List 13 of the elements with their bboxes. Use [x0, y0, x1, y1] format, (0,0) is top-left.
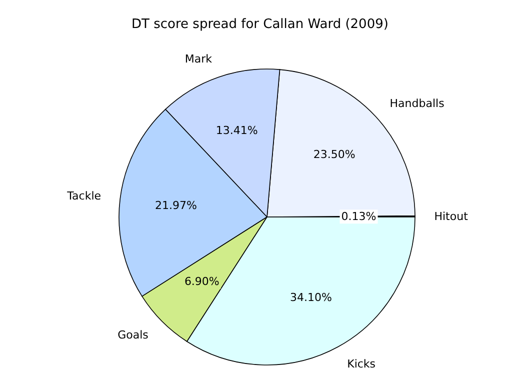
- slice-label: Goals: [118, 328, 149, 342]
- data-label: 34.10%: [290, 291, 332, 304]
- slice-label: Hitout: [434, 210, 469, 223]
- slice-label: Handballs: [390, 96, 445, 110]
- slice-label: Mark: [184, 52, 213, 66]
- data-label: 0.13%: [341, 210, 376, 224]
- data-label: 23.50%: [313, 148, 356, 162]
- data-label: 13.41%: [216, 124, 258, 137]
- slice-label: Kicks: [347, 357, 376, 370]
- slice-label: Tackle: [66, 190, 102, 203]
- data-label: 6.90%: [184, 275, 220, 288]
- chart-title: DT score spread for Callan Ward (2009): [130, 17, 390, 32]
- data-label: 21.97%: [154, 199, 197, 212]
